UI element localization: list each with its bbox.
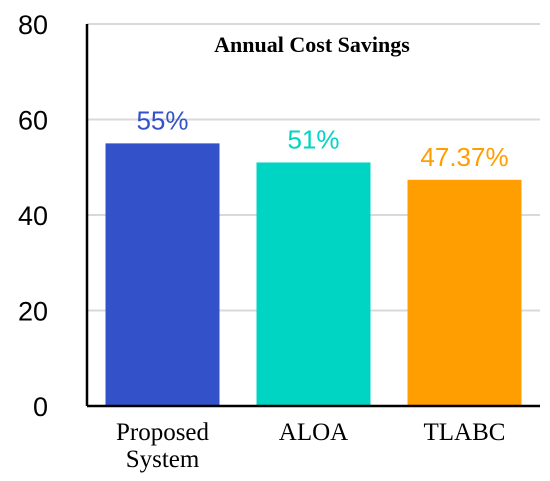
y-tick-label: 40 [18, 201, 48, 231]
y-tick-label: 0 [33, 392, 48, 422]
data-label: 51% [287, 124, 339, 154]
category-label: ALOA [279, 419, 348, 446]
bar [407, 179, 522, 406]
category-label: System [126, 446, 200, 473]
data-label: 47.37% [420, 142, 508, 172]
bar [105, 143, 220, 406]
category-label: Proposed [116, 419, 210, 446]
labels-layer: 55% 51% 47.37% [136, 105, 508, 171]
category-label: TLABC [424, 419, 506, 446]
y-tick-label: 20 [18, 297, 48, 327]
chart-title: Annual Cost Savings [214, 32, 410, 57]
y-tick-label: 60 [18, 106, 48, 136]
bar [256, 162, 371, 406]
data-label: 55% [136, 105, 188, 135]
y-tick-label: 80 [18, 10, 48, 40]
bars-layer [105, 143, 522, 406]
